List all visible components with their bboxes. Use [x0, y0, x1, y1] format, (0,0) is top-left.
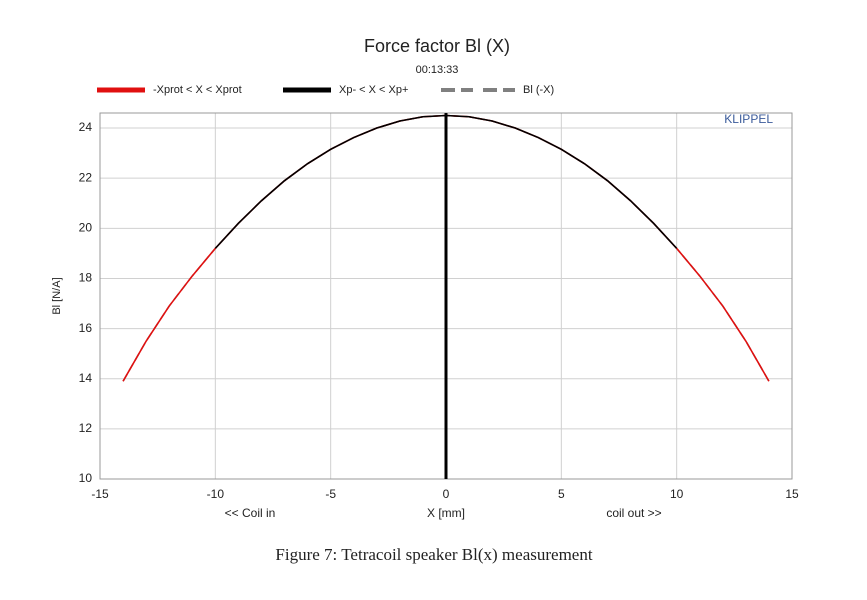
x-axis-label: X [mm]	[427, 506, 465, 520]
x-tick-label: -10	[207, 487, 225, 501]
y-tick-label: 16	[79, 321, 93, 335]
y-tick-label: 24	[79, 120, 93, 134]
y-tick-label: 18	[79, 271, 93, 285]
chart-subtitle: 00:13:33	[416, 64, 459, 76]
y-tick-label: 22	[79, 170, 93, 184]
y-tick-label: 14	[79, 371, 93, 385]
legend-label: -Xprot < X < Xprot	[153, 84, 242, 96]
legend-label: Bl (-X)	[523, 84, 554, 96]
caption: Figure 7: Tetracoil speaker Bl(x) measur…	[275, 545, 592, 564]
x-annotation: << Coil in	[225, 506, 276, 520]
watermark: KLIPPEL	[724, 112, 773, 126]
x-tick-label: 10	[670, 487, 684, 501]
y-tick-label: 20	[79, 220, 93, 234]
x-tick-label: 0	[443, 487, 450, 501]
y-tick-label: 12	[79, 421, 93, 435]
x-tick-label: -15	[91, 487, 109, 501]
x-tick-label: 5	[558, 487, 565, 501]
x-annotation: coil out >>	[606, 506, 661, 520]
x-tick-label: 15	[785, 487, 799, 501]
chart-title: Force factor Bl (X)	[364, 36, 510, 56]
legend-label: Xp- < X < Xp+	[339, 84, 408, 96]
y-tick-label: 10	[79, 471, 93, 485]
x-tick-label: -5	[325, 487, 336, 501]
y-axis-label: Bl [N/A]	[51, 277, 63, 314]
